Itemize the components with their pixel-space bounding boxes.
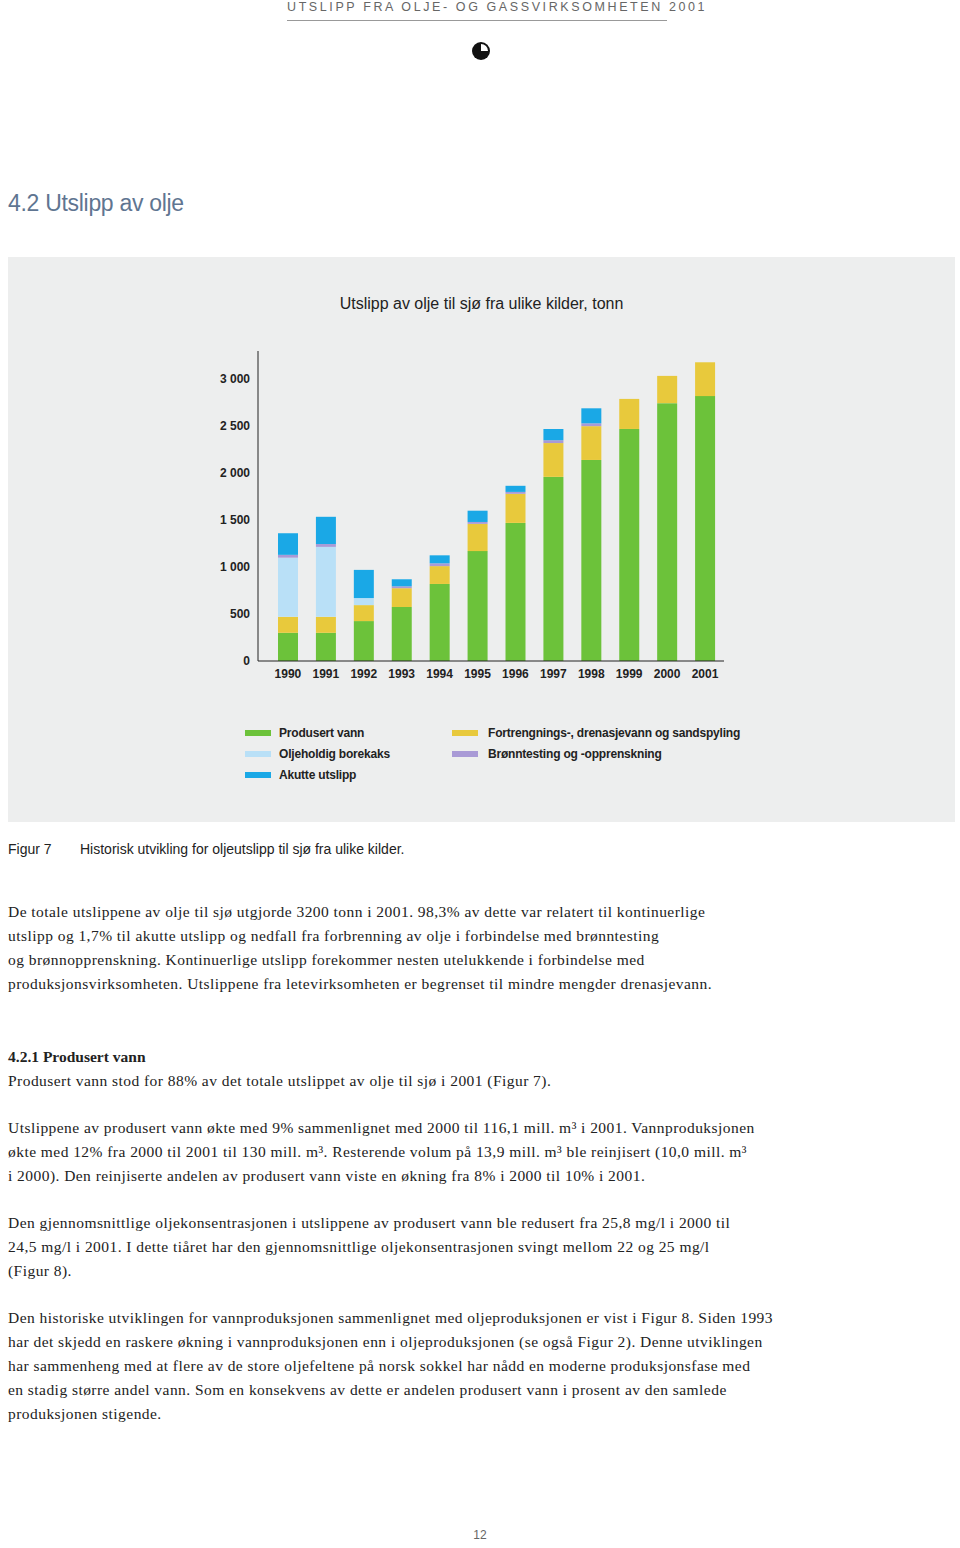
- svg-text:1992: 1992: [350, 667, 377, 681]
- svg-text:1994: 1994: [426, 667, 453, 681]
- svg-text:1 500: 1 500: [220, 513, 250, 527]
- svg-text:1993: 1993: [388, 667, 415, 681]
- html-text:Oljeholdig borekaks: Oljeholdig borekaks: [279, 747, 390, 761]
- svg-text:1 000: 1 000: [220, 560, 250, 574]
- html-text:(Figur 8).: (Figur 8).: [8, 1262, 72, 1279]
- html-text:og brønnopprenskning. Kontinue: og brønnopprenskning. Kontinuerlige utsl…: [8, 951, 645, 968]
- svg-text:1999: 1999: [616, 667, 643, 681]
- html-text:12: 12: [473, 1528, 487, 1542]
- html-text:har det skjedd en raskere økni: har det skjedd en raskere økning i vannp…: [8, 1333, 763, 1350]
- html-text:Fortrengnings-, drenasjevann o: Fortrengnings-, drenasjevann og sandspyl…: [488, 726, 741, 740]
- html-text:Brønntesting og -opprenskning: Brønntesting og -opprenskning: [488, 747, 662, 761]
- html-text:Utslipp av olje til sjø fra ul: Utslipp av olje til sjø fra ulike kilder…: [339, 295, 624, 312]
- svg-text:2001: 2001: [692, 667, 719, 681]
- html-text:4.2.1 Produsert vann: 4.2.1 Produsert vann: [8, 1048, 146, 1065]
- html-text:produksjonsvirksomheten. Utsli: produksjonsvirksomheten. Utslippene fra …: [8, 975, 712, 992]
- svg-text:1995: 1995: [464, 667, 491, 681]
- html-text:produksjonen stigende.: produksjonen stigende.: [8, 1405, 162, 1422]
- svg-text:1997: 1997: [540, 667, 567, 681]
- html-text:Utslippene av produsert vann ø: Utslippene av produsert vann økte med 9%…: [8, 1119, 755, 1136]
- svg-text:500: 500: [230, 607, 250, 621]
- svg-text:1991: 1991: [313, 667, 340, 681]
- html-text:24,5 mg/l i 2001. I dette tiår: 24,5 mg/l i 2001. I dette tiåret har den…: [8, 1238, 710, 1255]
- svg-text:1996: 1996: [502, 667, 529, 681]
- html-text:Produsert vann stod for 88% av: Produsert vann stod for 88% av det total…: [8, 1072, 552, 1089]
- html-text:Produsert vann: Produsert vann: [279, 726, 365, 740]
- html-text:Den gjennomsnittlige oljekonse: Den gjennomsnittlige oljekonsentrasjonen…: [8, 1214, 731, 1231]
- svg-text:1998: 1998: [578, 667, 605, 681]
- html-text:De totale utslippene av olje t: De totale utslippene av olje til sjø utg…: [8, 903, 706, 920]
- svg-text:3 000: 3 000: [220, 372, 250, 386]
- html-text:Historisk utvikling for oljeut: Historisk utvikling for oljeutslipp til …: [80, 841, 405, 857]
- html-text:4.2 Utslipp av olje: 4.2 Utslipp av olje: [8, 190, 184, 216]
- svg-text:2 500: 2 500: [220, 419, 250, 433]
- html-text:har sammenheng med at flere av: har sammenheng med at flere av de store …: [8, 1357, 751, 1374]
- html-text:Figur 7: Figur 7: [8, 841, 52, 857]
- svg-text:1990: 1990: [275, 667, 302, 681]
- svg-text:0: 0: [243, 654, 250, 668]
- html-text:UTSLIPP FRA OLJE- OG GASSVIRKS: UTSLIPP FRA OLJE- OG GASSVIRKSOMHETEN 20…: [287, 0, 708, 14]
- html-text:Den historiske utviklingen for: Den historiske utviklingen for vannprodu…: [8, 1309, 773, 1326]
- html-text:en stadig større andel vann. S: en stadig større andel vann. Som en kons…: [8, 1381, 727, 1398]
- svg-text:2000: 2000: [654, 667, 681, 681]
- html-text:økte med 12% fra 2000 til 2001: økte med 12% fra 2000 til 2001 til 130 m…: [8, 1143, 747, 1160]
- html-text:utslipp og 1,7% til akutte uts: utslipp og 1,7% til akutte utslipp og ne…: [8, 927, 660, 944]
- svg-text:2 000: 2 000: [220, 466, 250, 480]
- html-text:i 2000). Den reinjiserte andel: i 2000). Den reinjiserte andelen av prod…: [8, 1167, 646, 1184]
- html-text:Akutte utslipp: Akutte utslipp: [279, 768, 357, 782]
